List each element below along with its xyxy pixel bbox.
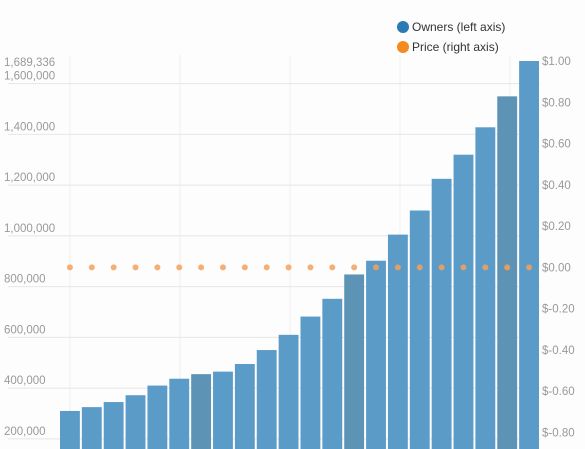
owners-bar[interactable] [344,274,365,449]
owners-bar[interactable] [191,374,212,449]
owners-bar[interactable] [234,364,255,449]
owners-bar[interactable] [366,260,386,449]
right-tick-label: $0.60 [542,139,571,151]
right-tick-label: $-0.60 [542,386,575,398]
owners-bar[interactable] [322,298,343,449]
right-tick-label: $-0.40 [542,345,575,357]
owners-bar[interactable] [475,127,496,449]
price-point[interactable] [307,264,314,271]
left-tick-label: 1,000,000 [4,223,55,235]
left-max-label: 1,689,336 [4,57,55,69]
price-swatch-icon [397,41,409,53]
price-point[interactable] [504,264,511,271]
price-point[interactable] [110,264,117,271]
price-point[interactable] [482,264,489,271]
right-tick-label: $-0.20 [542,304,575,316]
legend-label-price: Price (right axis) [412,40,499,54]
right-axis: $-0.80 $-0.60 $-0.40 $-0.20 $0.00 $0.20 $0.40 $… [542,56,575,439]
price-point[interactable] [373,264,380,271]
price-point[interactable] [351,264,358,271]
left-tick-label: 800,000 [4,274,46,286]
price-point[interactable] [460,264,467,271]
price-dots [66,264,533,271]
owners-bar[interactable] [431,178,452,449]
owners-bar[interactable] [497,96,518,449]
legend-item-price[interactable]: Price (right axis) [397,37,505,57]
price-point[interactable] [132,264,139,271]
owners-bar[interactable] [125,395,146,449]
price-point[interactable] [154,264,161,271]
left-tick-label: 200,000 [4,426,46,438]
right-tick-label: $-0.80 [542,427,575,439]
price-point[interactable] [198,264,205,271]
price-point[interactable] [176,264,183,271]
left-tick-label: 400,000 [4,375,46,387]
owners-swatch-icon [397,21,409,33]
price-point[interactable] [285,264,292,271]
owners-bar[interactable] [519,61,539,449]
owners-bar[interactable] [387,234,408,449]
left-tick-label: 1,400,000 [4,121,55,133]
owners-bar[interactable] [147,385,168,449]
owners-bar[interactable] [300,316,321,449]
owners-bar[interactable] [81,407,102,449]
price-point[interactable] [66,264,73,271]
legend: Owners (left axis) Price (right axis) [397,17,505,57]
legend-label-owners: Owners (left axis) [412,20,506,34]
owners-bar[interactable] [453,154,474,449]
price-point[interactable] [263,264,270,271]
price-point[interactable] [438,264,445,271]
price-point[interactable] [329,264,336,271]
price-point[interactable] [241,264,248,271]
left-tick-label: 1,600,000 [4,71,55,83]
price-point[interactable] [394,264,401,271]
owners-bar[interactable] [278,334,299,449]
price-point[interactable] [219,264,226,271]
owners-bar[interactable] [103,402,124,449]
owners-bar[interactable] [256,350,277,449]
right-tick-label: $0.20 [542,221,571,233]
price-point[interactable] [526,264,533,271]
right-tick-label: $1.00 [542,56,571,68]
owners-bar[interactable] [169,378,190,449]
price-point[interactable] [88,264,95,271]
owners-bar[interactable] [60,410,80,449]
left-axis: 200,000 400,000 600,000 800,000 1,000,000 1,2… [4,57,55,438]
owners-bar[interactable] [409,210,430,449]
owners-bar[interactable] [213,371,233,449]
right-tick-label: $0.00 [542,262,571,274]
right-tick-label: $0.40 [542,180,571,192]
right-tick-label: $0.80 [542,97,571,109]
owners-bars [60,61,539,449]
left-tick-label: 600,000 [4,324,46,336]
price-point[interactable] [416,264,423,271]
legend-item-owners[interactable]: Owners (left axis) [397,17,505,37]
left-tick-label: 1,200,000 [4,172,55,184]
